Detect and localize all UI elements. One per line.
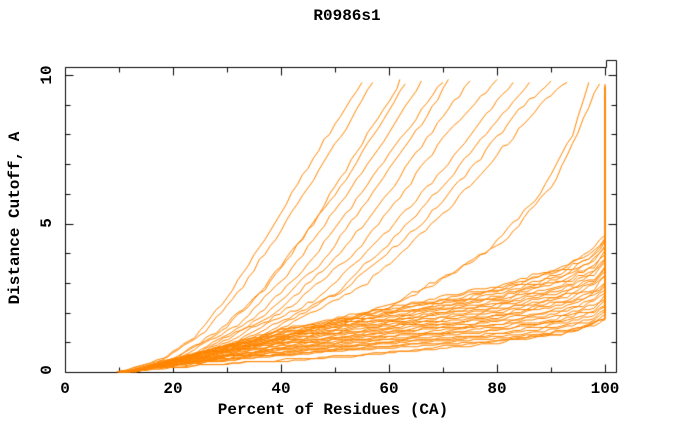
- y-tick-label-5: 5: [38, 218, 56, 228]
- y-axis-label: Distance Cutoff, A: [6, 131, 24, 305]
- x-tick-label-40: 40: [271, 380, 291, 398]
- x-tick-label-0: 0: [60, 380, 70, 398]
- chart-title: R0986s1: [313, 7, 381, 25]
- x-tick-label-80: 80: [487, 380, 507, 398]
- x-tick-label-60: 60: [379, 380, 399, 398]
- y-tick-label-0: 0: [38, 365, 56, 375]
- x-axis-label: Percent of Residues (CA): [217, 401, 449, 419]
- x-tick-label-100: 100: [590, 380, 620, 398]
- x-tick-label-20: 20: [163, 380, 183, 398]
- y-tick-label-10: 10: [38, 65, 56, 85]
